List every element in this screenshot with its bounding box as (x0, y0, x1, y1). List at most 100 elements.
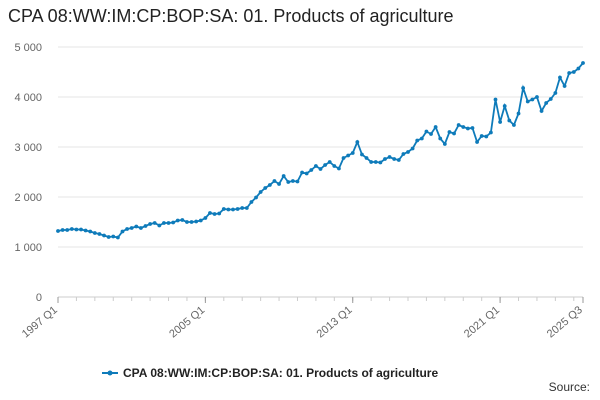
data-point[interactable] (512, 123, 516, 127)
data-point[interactable] (134, 224, 139, 229)
data-point[interactable] (488, 130, 493, 135)
data-point[interactable] (456, 123, 461, 127)
data-point[interactable] (373, 160, 378, 164)
data-point[interactable] (254, 195, 258, 200)
data-point[interactable] (447, 130, 452, 134)
data-point[interactable] (180, 218, 185, 222)
data-point[interactable] (166, 221, 171, 225)
data-point[interactable] (383, 157, 387, 161)
legend[interactable]: CPA 08:WW:IM:CP:BOP:SA: 01. Products of … (102, 366, 438, 380)
data-point[interactable] (208, 211, 212, 215)
data-point[interactable] (535, 95, 539, 99)
data-point[interactable] (484, 134, 489, 139)
data-point[interactable] (226, 207, 231, 212)
data-point[interactable] (157, 223, 162, 228)
data-point[interactable] (194, 219, 199, 224)
data-point[interactable] (244, 206, 249, 210)
data-point[interactable] (442, 142, 447, 146)
data-point[interactable] (415, 138, 420, 143)
data-point[interactable] (350, 151, 355, 155)
data-point[interactable] (267, 183, 272, 187)
data-point[interactable] (346, 153, 351, 158)
data-point[interactable] (327, 160, 332, 164)
data-point[interactable] (138, 226, 143, 230)
data-point[interactable] (281, 174, 286, 178)
data-point[interactable] (401, 152, 406, 156)
data-point[interactable] (162, 221, 166, 225)
data-point[interactable] (507, 118, 512, 123)
data-point[interactable] (300, 170, 304, 175)
data-point[interactable] (290, 179, 295, 183)
data-point[interactable] (516, 111, 521, 116)
data-point[interactable] (313, 164, 318, 168)
data-point[interactable] (97, 232, 102, 236)
data-point[interactable] (235, 207, 240, 211)
data-point[interactable] (309, 168, 314, 172)
data-point[interactable] (125, 227, 129, 231)
data-point[interactable] (341, 156, 346, 160)
data-point[interactable] (111, 234, 116, 239)
data-point[interactable] (152, 221, 157, 225)
data-point[interactable] (185, 220, 189, 224)
data-point[interactable] (277, 182, 281, 186)
data-point[interactable] (148, 222, 153, 226)
data-point[interactable] (521, 86, 526, 90)
data-point[interactable] (360, 152, 364, 157)
data-point[interactable] (258, 190, 263, 194)
data-point[interactable] (364, 156, 369, 160)
data-point[interactable] (83, 228, 88, 233)
data-point[interactable] (544, 101, 549, 105)
data-point[interactable] (562, 84, 567, 88)
data-point[interactable] (189, 220, 194, 224)
data-point[interactable] (438, 136, 443, 141)
data-point[interactable] (318, 167, 323, 171)
data-point[interactable] (120, 229, 125, 234)
data-point[interactable] (221, 207, 226, 211)
data-point[interactable] (355, 140, 360, 144)
data-point[interactable] (392, 157, 397, 161)
data-point[interactable] (249, 200, 254, 204)
data-point[interactable] (203, 216, 208, 220)
data-point[interactable] (295, 179, 300, 184)
data-point[interactable] (212, 212, 217, 216)
data-point[interactable] (286, 180, 291, 184)
data-point[interactable] (424, 129, 429, 134)
data-point[interactable] (498, 120, 503, 124)
data-point[interactable] (571, 70, 576, 74)
data-point[interactable] (272, 179, 277, 183)
data-point[interactable] (558, 75, 562, 80)
data-point[interactable] (433, 125, 438, 129)
data-point[interactable] (231, 207, 235, 212)
data-point[interactable] (502, 104, 507, 108)
data-point[interactable] (304, 171, 309, 176)
data-point[interactable] (465, 126, 470, 131)
data-point[interactable] (419, 136, 424, 141)
data-point[interactable] (576, 66, 581, 71)
data-point[interactable] (410, 146, 415, 151)
data-point[interactable] (171, 220, 176, 225)
data-point[interactable] (88, 229, 93, 234)
data-point[interactable] (525, 99, 530, 104)
data-point[interactable] (378, 160, 383, 165)
data-point[interactable] (143, 224, 148, 228)
data-point[interactable] (396, 158, 401, 162)
data-point[interactable] (240, 206, 245, 210)
data-point[interactable] (475, 140, 479, 144)
data-point[interactable] (581, 61, 585, 65)
data-point[interactable] (74, 227, 79, 232)
data-point[interactable] (470, 126, 475, 130)
data-point[interactable] (553, 91, 558, 95)
data-point[interactable] (60, 228, 65, 232)
data-point[interactable] (337, 166, 341, 171)
data-point[interactable] (56, 229, 60, 233)
data-point[interactable] (539, 109, 544, 113)
data-point[interactable] (452, 131, 456, 136)
data-point[interactable] (79, 227, 83, 232)
data-point[interactable] (129, 226, 134, 230)
data-point[interactable] (217, 211, 222, 216)
data-point[interactable] (493, 97, 498, 102)
data-point[interactable] (198, 218, 203, 223)
data-point[interactable] (332, 164, 337, 168)
data-point[interactable] (102, 233, 106, 238)
data-point[interactable] (69, 227, 74, 231)
